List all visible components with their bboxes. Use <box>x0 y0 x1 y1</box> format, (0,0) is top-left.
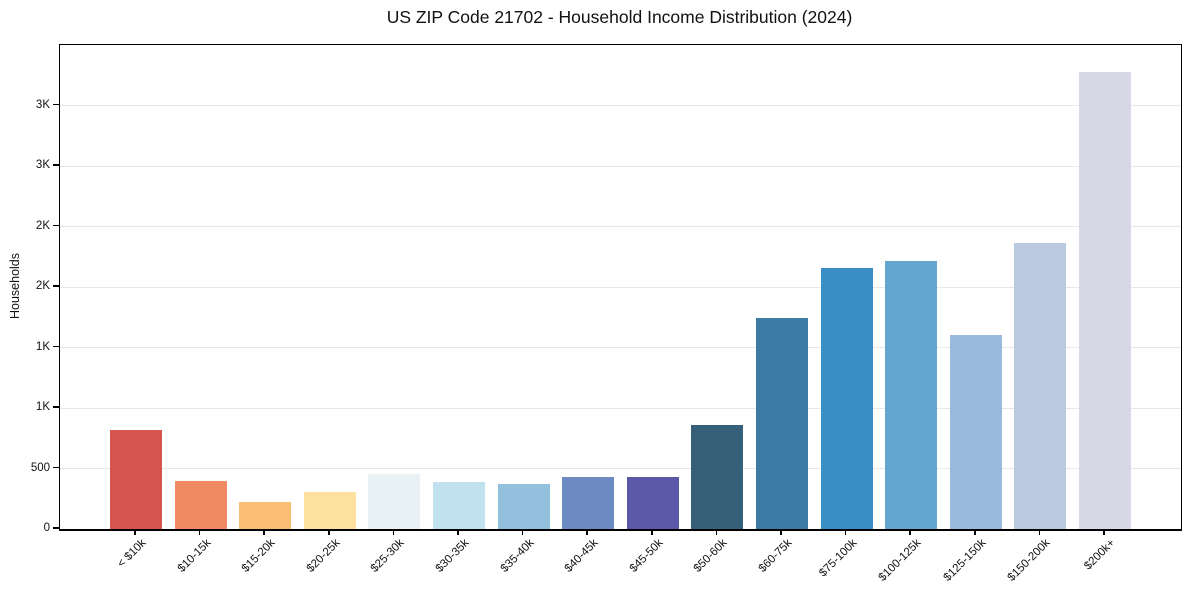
y-tick-label: 2K <box>35 219 50 232</box>
bar <box>885 261 938 529</box>
x-tick-mark <box>457 530 459 535</box>
x-tick-mark <box>392 530 395 535</box>
y-tick-mark <box>53 224 59 227</box>
x-tick-mark <box>1103 530 1105 535</box>
x-tick-label: $75-100k <box>816 537 860 580</box>
gridline <box>60 286 1181 288</box>
plot-area <box>59 44 1182 531</box>
chart-title: US ZIP Code 21702 - Household Income Dis… <box>386 7 853 27</box>
x-tick-label: $45-50k <box>627 537 666 575</box>
gridline <box>60 165 1181 167</box>
x-tick-mark <box>1038 530 1041 535</box>
y-tick-mark <box>53 466 59 469</box>
x-tick-mark <box>780 530 782 535</box>
x-tick-label: $25-30k <box>369 537 407 575</box>
bar <box>626 476 679 529</box>
gridline <box>60 347 1181 348</box>
x-tick-mark <box>521 530 524 535</box>
x-tick-label: $15-20k <box>239 537 278 575</box>
bar <box>110 429 162 529</box>
bar <box>691 424 744 529</box>
bar <box>303 492 356 529</box>
x-tick-label: $50-60k <box>692 537 730 575</box>
bar <box>174 480 227 529</box>
x-tick-label: $60-75k <box>756 537 795 575</box>
y-tick-label: 2K <box>35 280 50 292</box>
y-tick-mark <box>53 406 59 408</box>
gridline <box>60 105 1181 106</box>
y-tick-label: 3K <box>35 159 50 171</box>
y-tick-mark <box>53 103 59 106</box>
x-tick-mark <box>134 530 136 535</box>
bar <box>756 318 808 529</box>
x-tick-label: $30-35k <box>433 537 472 575</box>
bar <box>820 267 873 529</box>
x-tick-label: $40-45k <box>562 537 601 575</box>
x-tick-mark <box>715 530 718 535</box>
bar <box>368 473 421 529</box>
y-tick-mark <box>53 527 59 529</box>
x-tick-label: $125-150k <box>941 537 989 584</box>
bar <box>1014 242 1067 529</box>
x-tick-mark <box>263 530 265 535</box>
y-tick-label: 1K <box>35 340 50 353</box>
y-tick-label: 3K <box>35 98 50 111</box>
x-tick-mark <box>909 530 911 535</box>
x-tick-label: $200k+ <box>1082 537 1118 573</box>
x-tick-label: $35-40k <box>498 537 537 575</box>
y-tick-mark <box>53 164 59 166</box>
gridline <box>60 226 1181 227</box>
x-tick-label: $20-25k <box>304 537 343 575</box>
x-tick-label: $10-15k <box>175 537 214 575</box>
bar <box>562 476 615 529</box>
bar <box>239 501 292 529</box>
bar <box>497 483 550 529</box>
y-tick-mark <box>53 345 59 348</box>
x-tick-mark <box>198 530 201 535</box>
y-tick-label: 1K <box>35 401 50 413</box>
x-tick-mark <box>586 530 588 535</box>
x-tick-label: $150-200k <box>1005 537 1053 584</box>
gridline <box>60 468 1181 469</box>
x-tick-mark <box>651 530 653 535</box>
x-tick-label: $100-125k <box>876 537 924 584</box>
x-tick-mark <box>974 530 976 535</box>
y-tick-label: 0 <box>43 522 50 534</box>
gridline <box>60 407 1181 409</box>
x-tick-label: < $10k <box>115 537 149 571</box>
x-tick-mark <box>844 530 847 535</box>
bar <box>433 482 485 529</box>
y-tick-mark <box>53 285 59 287</box>
x-tick-mark <box>328 530 330 535</box>
y-tick-label: 500 <box>30 461 50 474</box>
bar <box>1079 71 1131 529</box>
bar <box>949 335 1002 529</box>
